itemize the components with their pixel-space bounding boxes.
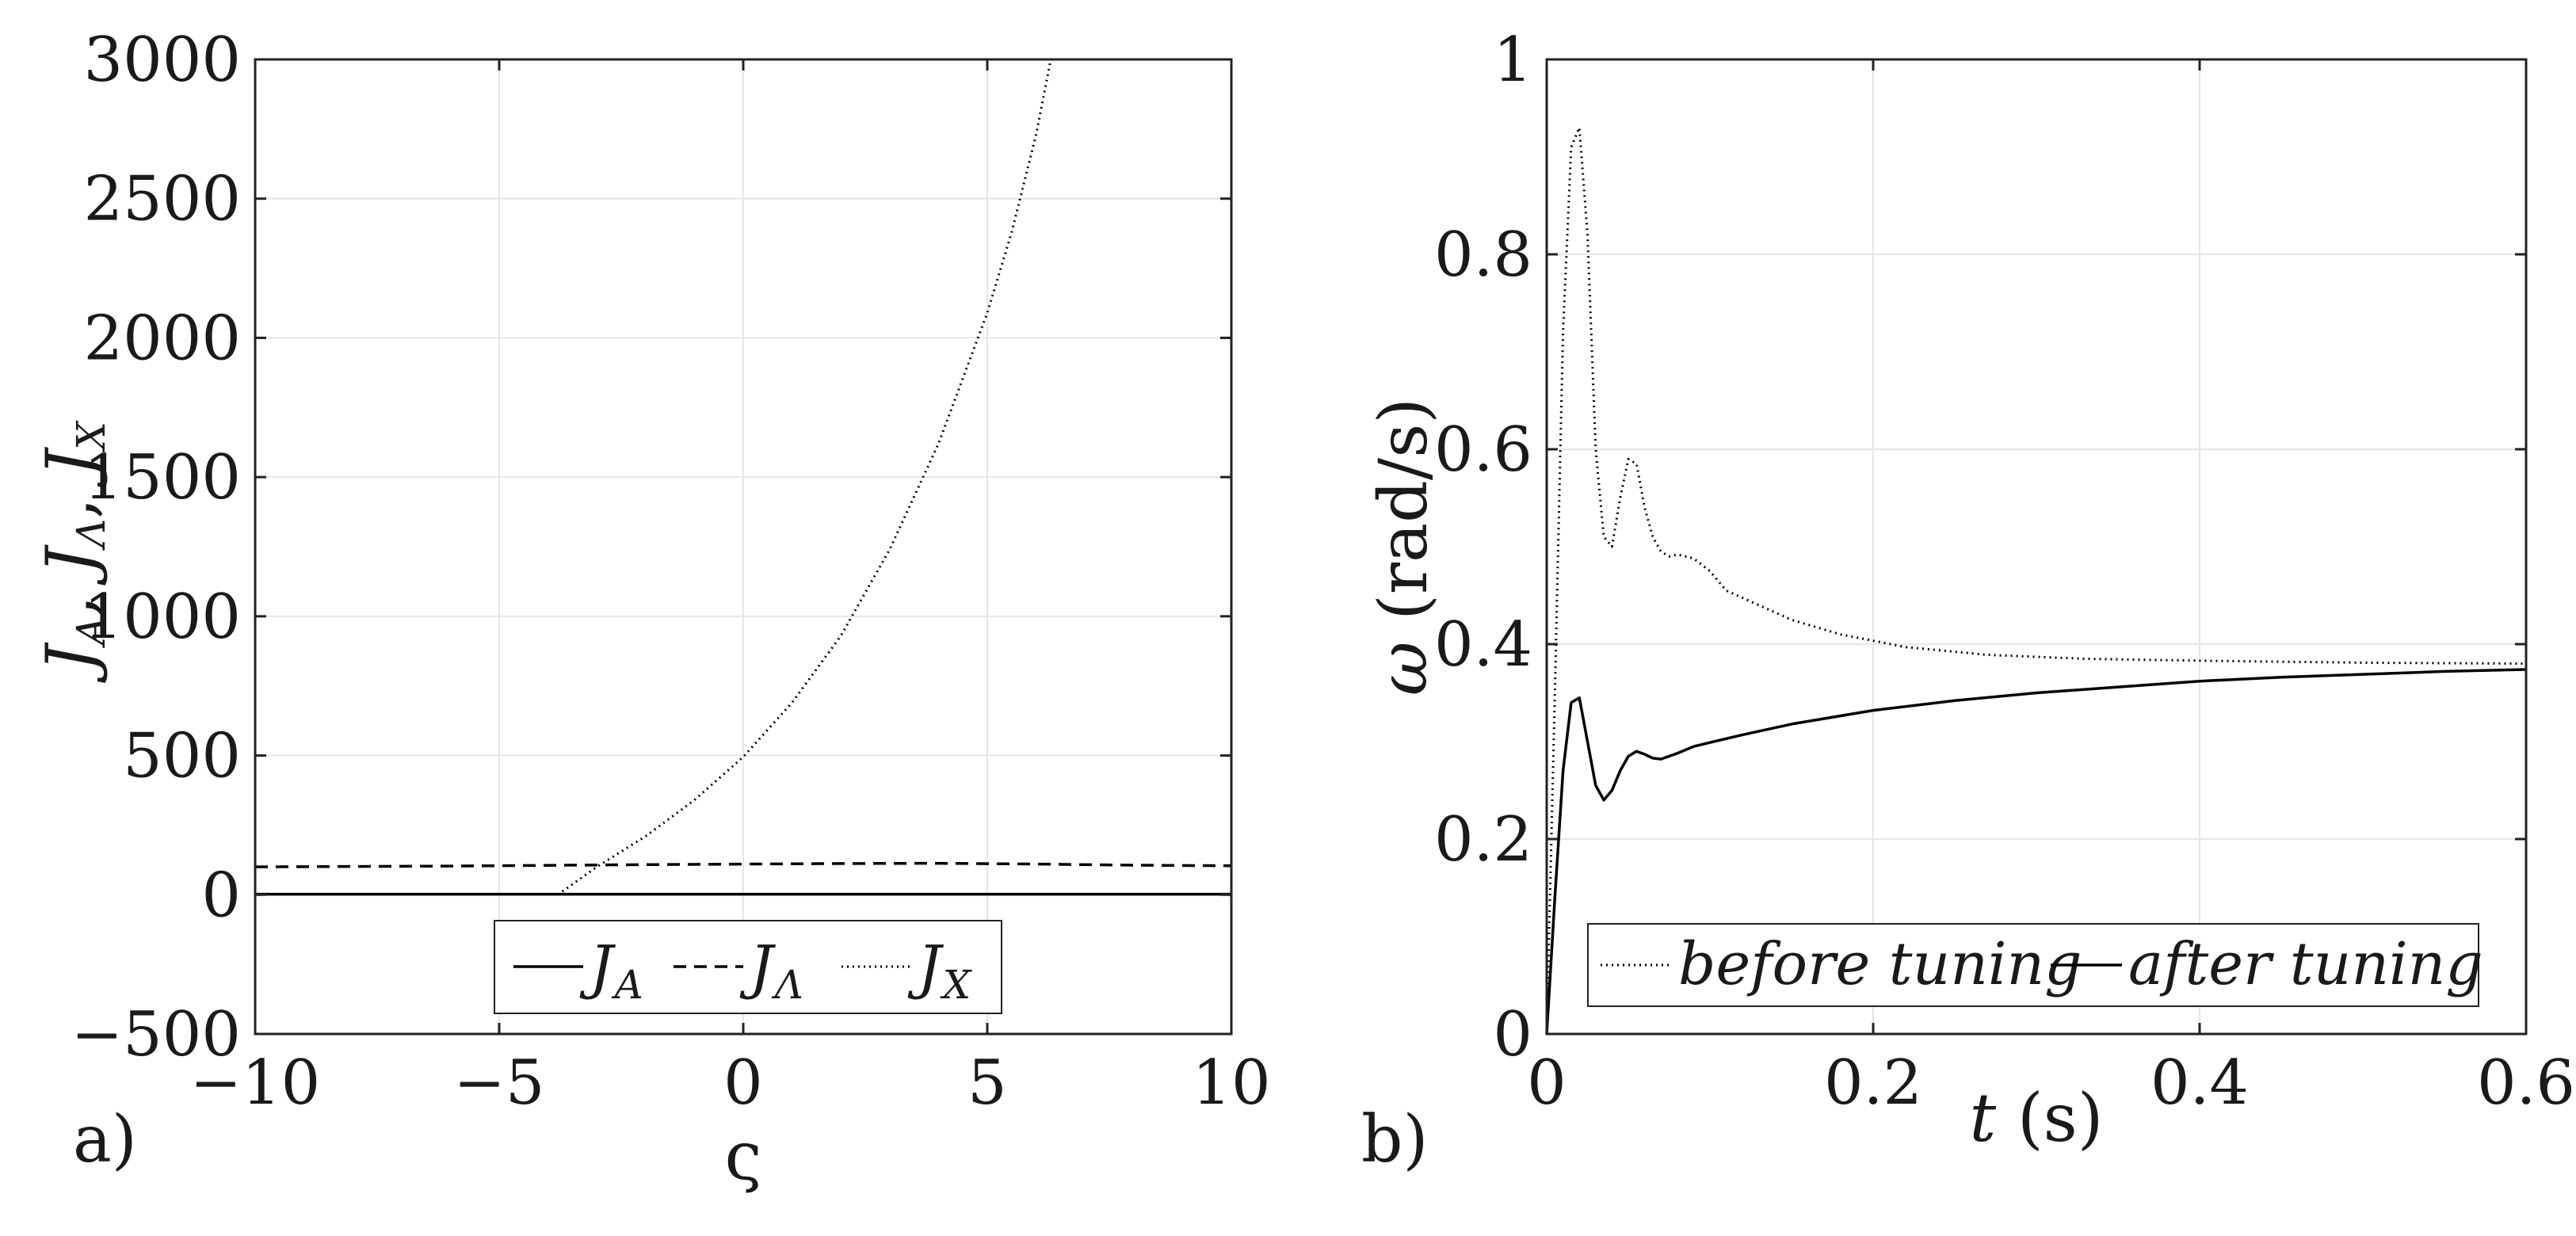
xtick-label-a: 0 <box>723 1047 763 1119</box>
ticks-a: −10 −5 0 5 10 −500 0 500 1000 1500 2000 2500 3000 <box>71 25 1271 1119</box>
xtick-label-b: 0 <box>1527 1047 1567 1119</box>
x-axis-label-a: ς <box>724 1117 761 1195</box>
ytick-label-a: 1000 <box>83 582 241 653</box>
y-axis-label-a: JA, JΛ, JX <box>32 420 114 684</box>
ticks-b: 0 0.2 0.4 0.6 0 0.2 0.4 0.6 0.8 1 <box>1434 25 2575 1119</box>
series-line-a-1 <box>254 861 1232 868</box>
ytick-label-b: 1 <box>1493 25 1532 96</box>
ytick-label-a: −500 <box>71 999 241 1070</box>
ytick-label-b: 0.2 <box>1434 804 1532 876</box>
plot-area-b <box>1547 59 2526 1034</box>
y-axis-label-b: ω (rad/s) <box>1364 398 1442 696</box>
ytick-label-a: 3000 <box>83 25 241 96</box>
series-a <box>254 59 1232 896</box>
legend-b: before tuning after tuning <box>1587 923 2483 1007</box>
panel-a: −10 −5 0 5 10 −500 0 500 1000 1500 2000 2500 3000 JA… <box>32 25 1271 1195</box>
legend-b-label-0: before tuning <box>1678 930 2082 998</box>
ytick-label-a: 1500 <box>83 442 241 513</box>
legend-a: JA JΛ JX <box>494 920 1002 1014</box>
xtick-label-a: −10 <box>190 1047 321 1119</box>
xtick-label-b: 0.6 <box>2477 1047 2575 1119</box>
ytick-label-a: 0 <box>201 860 241 931</box>
panel-label-a: a) <box>73 1102 137 1177</box>
xtick-label-a: 5 <box>967 1047 1007 1119</box>
legend-b-box <box>1587 923 2479 1007</box>
panel-label-b: b) <box>1361 1102 1428 1177</box>
xtick-label-b: 0.4 <box>2150 1047 2249 1119</box>
ytick-label-b: 0.6 <box>1434 414 1532 486</box>
x-axis-label-b: t (s) <box>1969 1079 2103 1157</box>
panel-b: 0 0.2 0.4 0.6 0 0.2 0.4 0.6 0.8 1 before tuning a… <box>1361 25 2575 1177</box>
ytick-label-b: 0.4 <box>1434 609 1532 681</box>
axes-box-b <box>1545 58 2528 1036</box>
series-b <box>1545 126 2527 1035</box>
legend-b-label-1: after tuning <box>2128 930 2483 998</box>
xtick-label-a: 10 <box>1192 1047 1270 1119</box>
ytick-label-a: 2500 <box>83 164 241 235</box>
ytick-label-b: 0.8 <box>1434 219 1532 291</box>
xtick-label-a: −5 <box>454 1047 545 1119</box>
ytick-label-a: 500 <box>123 721 241 792</box>
series-line-a-2 <box>557 59 1052 896</box>
grid-a <box>254 59 1232 1035</box>
series-line-b-1 <box>1545 668 2527 1035</box>
ytick-label-b: 0 <box>1493 999 1532 1070</box>
ytick-label-a: 2000 <box>83 303 241 374</box>
xtick-label-b: 0.2 <box>1824 1047 1922 1119</box>
